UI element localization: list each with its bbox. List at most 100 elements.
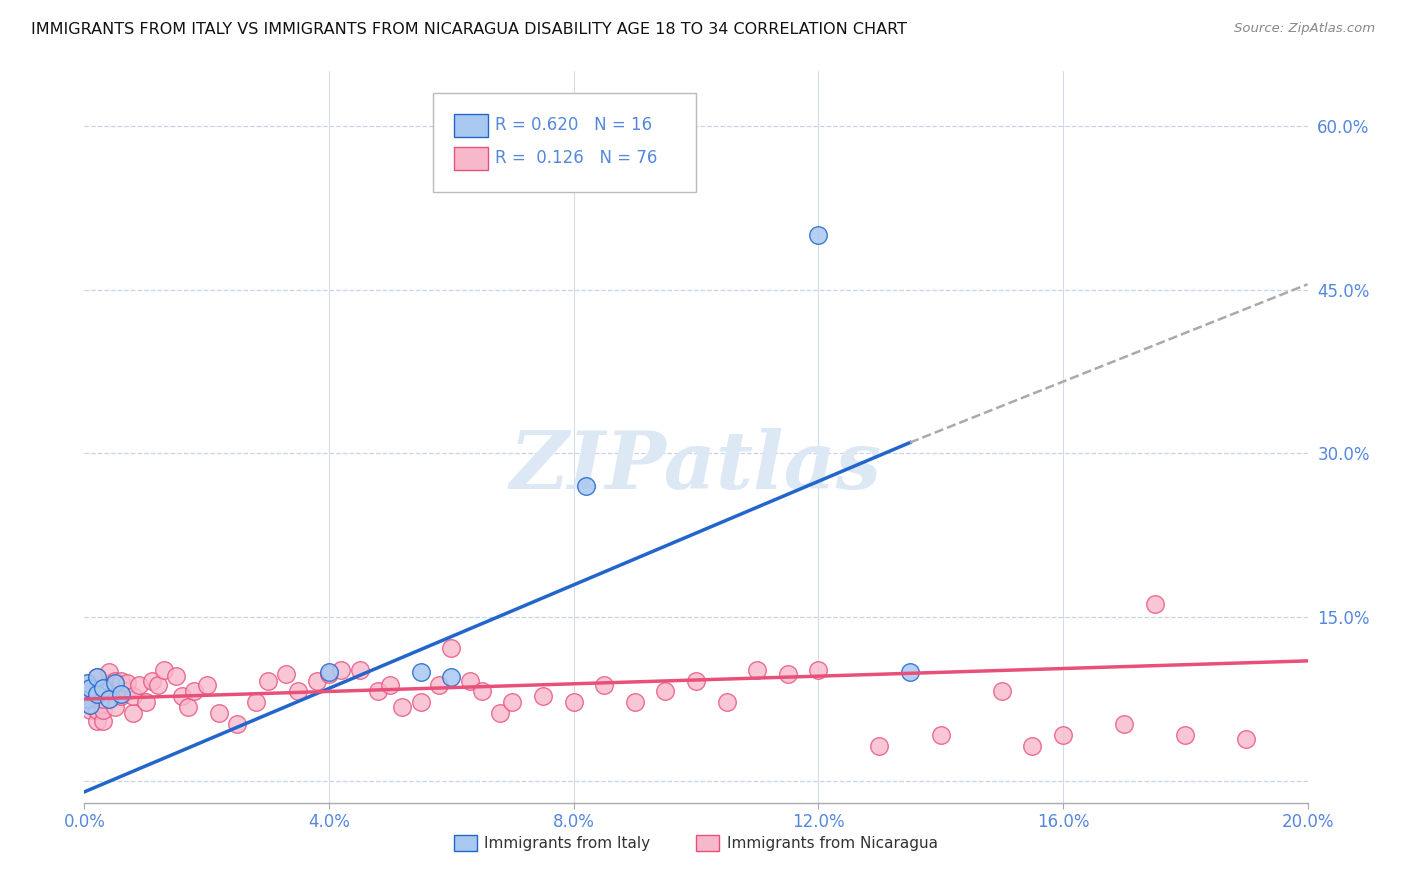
Point: [807, 663, 830, 677]
Point: [104, 673, 127, 688]
Point: [91, 681, 114, 695]
Point: [86, 681, 108, 695]
Point: [183, 684, 205, 698]
Point: [276, 667, 298, 681]
Point: [141, 673, 163, 688]
Point: [195, 678, 218, 692]
Point: [776, 667, 799, 681]
Point: [929, 728, 952, 742]
Point: [115, 675, 138, 690]
Text: R =  0.126   N = 76: R = 0.126 N = 76: [495, 149, 658, 168]
Point: [97, 692, 120, 706]
Point: [869, 739, 891, 753]
Point: [104, 699, 127, 714]
Point: [76, 675, 98, 690]
Point: [427, 678, 450, 692]
Point: [1174, 728, 1197, 742]
Point: [440, 640, 463, 655]
Point: [1143, 597, 1166, 611]
Point: [1021, 739, 1043, 753]
Point: [593, 678, 616, 692]
Point: [86, 687, 108, 701]
Point: [91, 681, 114, 695]
Point: [86, 670, 108, 684]
Point: [305, 673, 328, 688]
Point: [110, 689, 132, 703]
Point: [79, 703, 101, 717]
Point: [86, 670, 108, 684]
Point: [122, 706, 145, 721]
Point: [440, 670, 463, 684]
Legend: Immigrants from Italy, Immigrants from Nicaragua: Immigrants from Italy, Immigrants from N…: [449, 830, 943, 857]
Point: [91, 703, 114, 717]
Point: [226, 717, 249, 731]
Point: [110, 673, 132, 688]
FancyBboxPatch shape: [454, 146, 488, 170]
Point: [79, 675, 101, 690]
Point: [110, 678, 132, 692]
Point: [76, 692, 98, 706]
Point: [104, 675, 127, 690]
Point: [685, 673, 707, 688]
Point: [575, 479, 598, 493]
Point: [153, 663, 176, 677]
Point: [128, 678, 150, 692]
Point: [654, 684, 676, 698]
Point: [177, 699, 200, 714]
Point: [79, 681, 101, 695]
Point: [349, 663, 371, 677]
Point: [104, 684, 127, 698]
Text: ZIPatlas: ZIPatlas: [510, 427, 882, 505]
Point: [115, 684, 138, 698]
Point: [898, 665, 921, 679]
Point: [380, 678, 402, 692]
Point: [165, 669, 187, 683]
Point: [122, 689, 145, 703]
Point: [562, 695, 585, 709]
Point: [502, 695, 524, 709]
FancyBboxPatch shape: [454, 114, 488, 137]
Text: IMMIGRANTS FROM ITALY VS IMMIGRANTS FROM NICARAGUA DISABILITY AGE 18 TO 34 CORRE: IMMIGRANTS FROM ITALY VS IMMIGRANTS FROM…: [31, 22, 907, 37]
Point: [245, 695, 267, 709]
Point: [79, 681, 101, 695]
Point: [287, 684, 309, 698]
Point: [391, 699, 413, 714]
Point: [86, 714, 108, 728]
FancyBboxPatch shape: [433, 94, 696, 192]
Point: [1114, 717, 1136, 731]
Point: [367, 684, 389, 698]
Point: [208, 706, 231, 721]
Point: [1052, 728, 1074, 742]
Point: [318, 667, 340, 681]
Point: [747, 663, 769, 677]
Point: [79, 698, 101, 712]
Point: [624, 695, 647, 709]
Point: [79, 687, 101, 701]
Point: [76, 692, 98, 706]
Point: [409, 665, 432, 679]
Point: [146, 678, 169, 692]
Point: [471, 684, 494, 698]
Point: [86, 703, 108, 717]
Point: [104, 689, 127, 703]
Point: [991, 684, 1014, 698]
Point: [257, 673, 280, 688]
Point: [97, 665, 120, 679]
Point: [1236, 732, 1258, 747]
Point: [531, 689, 554, 703]
Point: [110, 687, 132, 701]
Point: [807, 228, 830, 243]
Point: [97, 675, 120, 690]
Point: [91, 692, 114, 706]
Point: [458, 673, 481, 688]
Point: [135, 695, 157, 709]
Point: [409, 695, 432, 709]
Text: R = 0.620   N = 16: R = 0.620 N = 16: [495, 117, 652, 135]
Point: [79, 698, 101, 712]
Point: [91, 714, 114, 728]
Point: [330, 663, 353, 677]
Point: [318, 665, 340, 679]
Text: Source: ZipAtlas.com: Source: ZipAtlas.com: [1234, 22, 1375, 36]
Point: [172, 689, 194, 703]
Point: [716, 695, 738, 709]
